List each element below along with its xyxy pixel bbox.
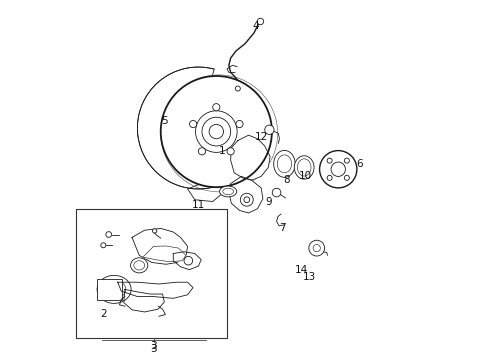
Circle shape [344,175,349,180]
Text: 7: 7 [279,224,286,233]
Circle shape [190,121,196,128]
Polygon shape [173,252,201,270]
Circle shape [196,111,237,152]
Circle shape [265,125,274,134]
Bar [76,209,227,338]
Polygon shape [231,135,270,180]
Text: 14: 14 [294,265,308,275]
Polygon shape [143,246,186,262]
Circle shape [309,240,324,256]
Circle shape [331,162,345,176]
Text: 3: 3 [150,343,157,354]
Circle shape [101,243,106,248]
Circle shape [227,148,234,155]
Text: 6: 6 [356,159,363,169]
Text: 5: 5 [161,116,168,126]
Ellipse shape [277,155,292,173]
Circle shape [152,229,157,233]
Ellipse shape [220,186,237,197]
Circle shape [319,150,357,188]
Text: 10: 10 [299,171,312,181]
Ellipse shape [223,188,234,195]
Circle shape [106,231,112,237]
Text: 4: 4 [252,21,259,31]
Text: 8: 8 [284,175,290,185]
Wedge shape [137,67,224,189]
Ellipse shape [102,280,126,299]
Circle shape [313,244,320,252]
Bar [97,279,122,300]
Text: 11: 11 [192,200,205,210]
Circle shape [272,188,281,197]
Circle shape [209,125,223,139]
Polygon shape [188,182,223,202]
Polygon shape [229,176,263,213]
Circle shape [257,18,264,25]
Ellipse shape [294,156,314,179]
Circle shape [213,104,220,111]
Text: 13: 13 [303,272,316,282]
Polygon shape [118,282,193,298]
Polygon shape [132,228,188,264]
Ellipse shape [97,275,131,303]
Circle shape [327,158,332,163]
Circle shape [244,197,250,203]
Circle shape [235,86,240,91]
Circle shape [150,80,247,176]
Ellipse shape [131,258,148,273]
Circle shape [236,121,243,128]
Circle shape [240,193,253,206]
Text: 12: 12 [254,132,268,142]
Polygon shape [124,289,164,312]
Ellipse shape [134,261,145,270]
Circle shape [184,256,193,265]
Circle shape [327,175,332,180]
Ellipse shape [297,159,311,176]
Circle shape [202,117,231,146]
Text: 9: 9 [266,197,272,207]
Text: 2: 2 [100,310,107,319]
Circle shape [161,76,272,187]
Text: 1: 1 [219,146,226,156]
Ellipse shape [274,150,295,177]
Text: 3: 3 [150,341,157,351]
Circle shape [344,158,349,163]
Circle shape [198,148,206,155]
